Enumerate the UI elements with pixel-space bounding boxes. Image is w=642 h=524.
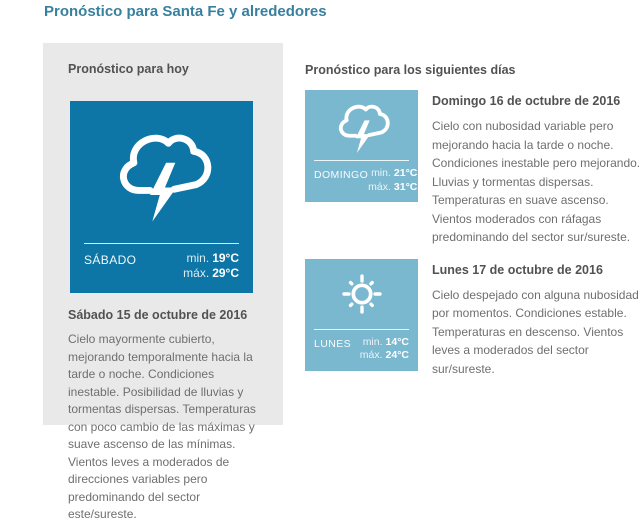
tile-divider xyxy=(84,243,239,244)
max-label: máx. xyxy=(368,180,391,193)
domingo-day-label: DOMINGO xyxy=(314,169,369,181)
domingo-forecast-text: Cielo con nubosidad variable pero mejora… xyxy=(432,119,641,244)
next-days-section-title: Pronóstico para los siguientes días xyxy=(305,63,516,77)
tile-divider xyxy=(314,160,409,161)
today-forecast-card: Pronóstico para hoy SÁBADO min. 19°C máx.… xyxy=(43,43,283,521)
min-value: 14°C xyxy=(385,335,409,348)
forecast-row-domingo: DOMINGO min. 21°C máx. 31°C Domingo 16 de … xyxy=(305,90,642,247)
domingo-date-heading: Domingo 16 de octubre de 2016 xyxy=(432,94,621,108)
next-days-section: Pronóstico para los siguientes días DOMI… xyxy=(305,63,642,390)
today-weather-tile: SÁBADO min. 19°C máx. 29°C xyxy=(70,101,253,293)
domingo-weather-tile: DOMINGO min. 21°C máx. 31°C xyxy=(305,90,418,202)
storm-icon xyxy=(305,90,418,160)
lunes-date-heading: Lunes 17 de octubre de 2016 xyxy=(432,262,603,277)
today-temps: min. 19°C máx. 29°C xyxy=(183,251,239,281)
storm-icon xyxy=(70,101,253,243)
lunes-weather-tile: LUNES min. 14°C máx. 24°C xyxy=(305,258,418,371)
min-value: 21°C xyxy=(393,167,418,179)
max-value: 24°C xyxy=(385,349,409,361)
today-forecast-text: Cielo mayormente cubierto, mejorando tem… xyxy=(68,332,256,521)
lunes-forecast-text: Cielo despejado con alguna nubosidad por… xyxy=(432,287,639,376)
page-title: Pronóstico para Santa Fe y alrededores xyxy=(44,3,327,20)
min-label: min. xyxy=(362,335,383,348)
today-day-label: SÁBADO xyxy=(84,253,137,267)
min-value: 19°C xyxy=(212,251,239,265)
min-label: min. xyxy=(186,251,210,265)
sun-icon xyxy=(305,259,418,329)
max-label: máx. xyxy=(359,349,383,361)
today-section-title: Pronóstico para hoy xyxy=(68,62,189,76)
lunes-temps: min. 14°C máx. 24°C xyxy=(360,336,409,363)
domingo-temps: min. 21°C máx. 31°C xyxy=(368,167,417,194)
forecast-row-lunes: LUNES min. 14°C máx. 24°C Lunes 17 de octu… xyxy=(305,258,642,379)
max-value: 29°C xyxy=(212,266,239,280)
max-label: máx. xyxy=(183,266,210,280)
max-value: 31°C xyxy=(393,180,418,193)
tile-divider xyxy=(314,328,409,330)
lunes-day-label: LUNES xyxy=(314,337,352,350)
today-date-heading: Sábado 15 de octubre de 2016 xyxy=(68,308,248,322)
domingo-forecast-block: Domingo 16 de octubre de 2016 Cielo con … xyxy=(432,90,642,247)
lunes-forecast-block: Lunes 17 de octubre de 2016 Cielo despej… xyxy=(432,259,642,379)
min-label: min. xyxy=(371,167,391,179)
